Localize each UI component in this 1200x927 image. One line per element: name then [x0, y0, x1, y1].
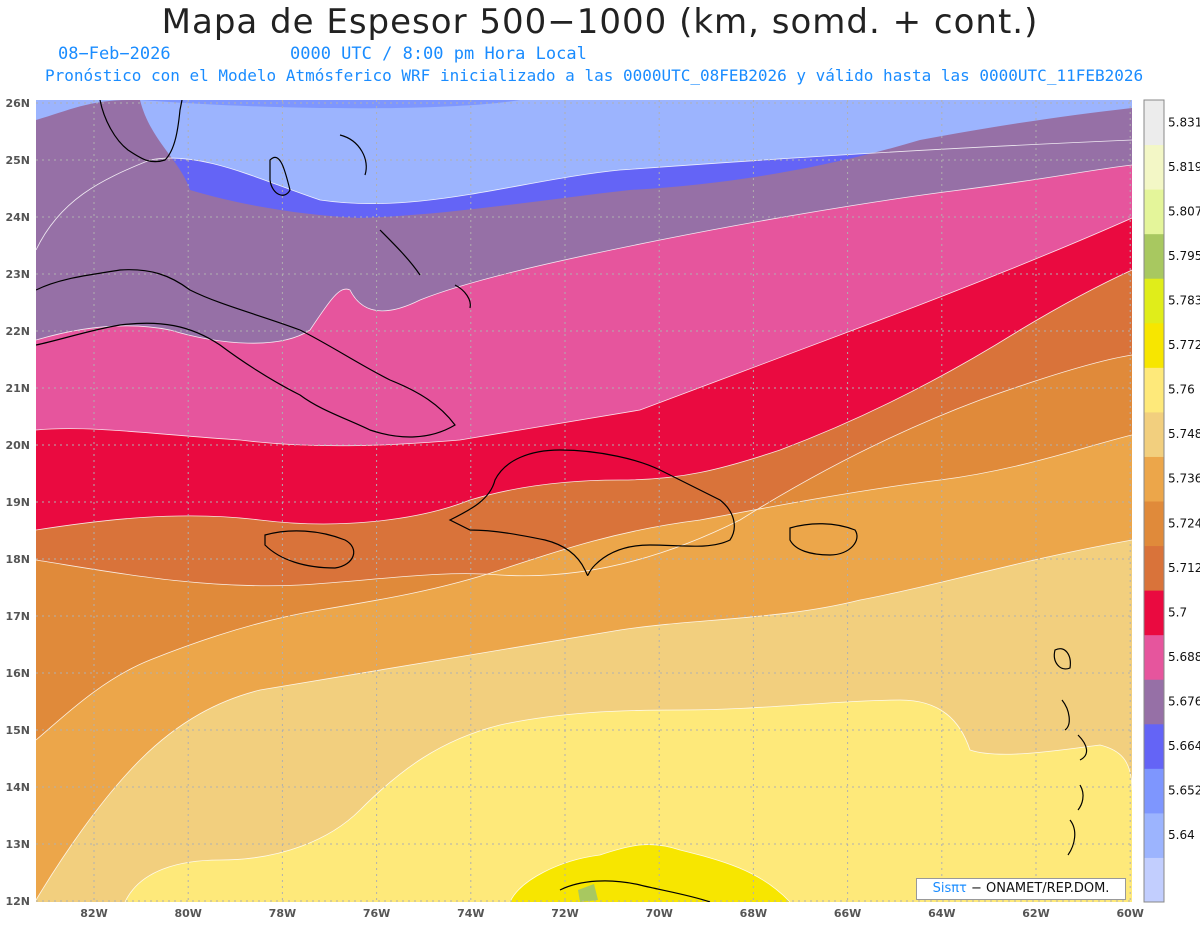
colorbar-label: 5.7 [1168, 605, 1187, 619]
lat-label: 20N [5, 439, 30, 452]
lat-label: 21N [5, 382, 30, 395]
lat-lon-grid [36, 100, 1132, 902]
colorbar-label: 5.676 [1168, 695, 1200, 709]
credit-brand: Sisπτ [932, 881, 967, 896]
colorbar-label: 5.76 [1168, 383, 1195, 397]
lat-label: 25N [5, 154, 30, 167]
colorbar-swatch [1144, 590, 1164, 636]
lat-label: 18N [5, 553, 30, 566]
colorbar-swatch [1144, 679, 1164, 725]
colorbar-label: 5.831 [1168, 115, 1200, 129]
colorbar-label: 5.664 [1168, 739, 1200, 753]
colorbar-label: 5.783 [1168, 294, 1200, 308]
colorbar-swatch [1144, 857, 1164, 903]
colorbar-swatch [1144, 411, 1164, 457]
colorbar-swatch [1144, 189, 1164, 235]
lon-label: 76W [363, 907, 390, 920]
lon-label: 68W [740, 907, 767, 920]
lat-label: 26N [5, 97, 30, 110]
colorbar-swatch [1144, 456, 1164, 502]
forecast-date: 08−Feb−2026 [58, 44, 171, 64]
colorbar-frame [1143, 99, 1165, 903]
colorbar-swatch [1144, 367, 1164, 413]
lon-label: 70W [645, 907, 672, 920]
colorbar-label: 5.688 [1168, 650, 1200, 664]
longitude-labels: 82W 80W 78W 76W 74W 72W 70W 68W 66W 64W 62W 60W [80, 907, 1144, 920]
colorbar-swatch [1144, 501, 1164, 547]
coastlines [36, 100, 1088, 902]
lon-label: 74W [457, 907, 484, 920]
lat-label: 15N [5, 724, 30, 737]
lon-label: 60W [1116, 907, 1143, 920]
lat-label: 22N [5, 325, 30, 338]
colorbar-label: 5.772 [1168, 338, 1200, 352]
colorbar-label: 5.748 [1168, 427, 1200, 441]
lon-label: 62W [1022, 907, 1049, 920]
lat-label: 24N [5, 211, 30, 224]
lat-label: 23N [5, 268, 30, 281]
lon-label: 82W [80, 907, 107, 920]
credit-text: − ONAMET/REP.DOM. [966, 881, 1110, 896]
lat-label: 16N [5, 667, 30, 680]
lat-label: 14N [5, 781, 30, 794]
colorbar-label: 5.724 [1168, 516, 1200, 530]
lat-label: 17N [5, 610, 30, 623]
colorbar-swatch [1144, 278, 1164, 324]
forecast-time: 0000 UTC / 8:00 pm Hora Local [290, 44, 587, 64]
colorbar-label: 5.795 [1168, 249, 1200, 263]
colorbar-swatch [1144, 100, 1164, 146]
colorbar-swatch [1144, 634, 1164, 680]
lat-label: 12N [5, 895, 30, 908]
colorbar-swatch [1144, 812, 1164, 858]
lon-label: 78W [269, 907, 296, 920]
colorbar-swatch [1144, 723, 1164, 769]
latitude-labels: 26N 25N 24N 23N 22N 21N 20N 19N 18N 17N 16N 15N 14N 1… [5, 97, 30, 908]
model-description: Pronóstico con el Modelo Atmósferico WRF… [45, 66, 1144, 85]
lon-label: 66W [834, 907, 861, 920]
lon-label: 80W [174, 907, 201, 920]
colorbar-label: 5.807 [1168, 204, 1200, 218]
lat-label: 19N [5, 496, 30, 509]
colorbar-swatch [1144, 545, 1164, 591]
band-5676-north [36, 100, 520, 109]
colorbar-swatch [1144, 768, 1164, 814]
credit-box: Sisπτ − ONAMET/REP.DOM. [916, 878, 1126, 900]
colorbar-swatch [1144, 322, 1164, 368]
colorbar: 5.831 5.819 5.807 5.795 5.783 5.772 5.76 5.748 5… [1143, 99, 1200, 903]
thickness-field [36, 100, 1132, 902]
colorbar-swatch [1144, 144, 1164, 190]
colorbar-label: 5.819 [1168, 160, 1200, 174]
colorbar-label: 5.652 [1168, 784, 1200, 798]
contour-lines [36, 139, 1132, 902]
colorbar-swatch [1144, 233, 1164, 279]
colorbar-label: 5.64 [1168, 828, 1195, 842]
band-5783 [578, 884, 598, 902]
lat-label: 13N [5, 838, 30, 851]
lon-label: 72W [551, 907, 578, 920]
colorbar-label: 5.712 [1168, 561, 1200, 575]
colorbar-label: 5.736 [1168, 472, 1200, 486]
map-title: Mapa de Espesor 500−1000 (km, somd. + co… [161, 2, 1039, 42]
lon-label: 64W [928, 907, 955, 920]
